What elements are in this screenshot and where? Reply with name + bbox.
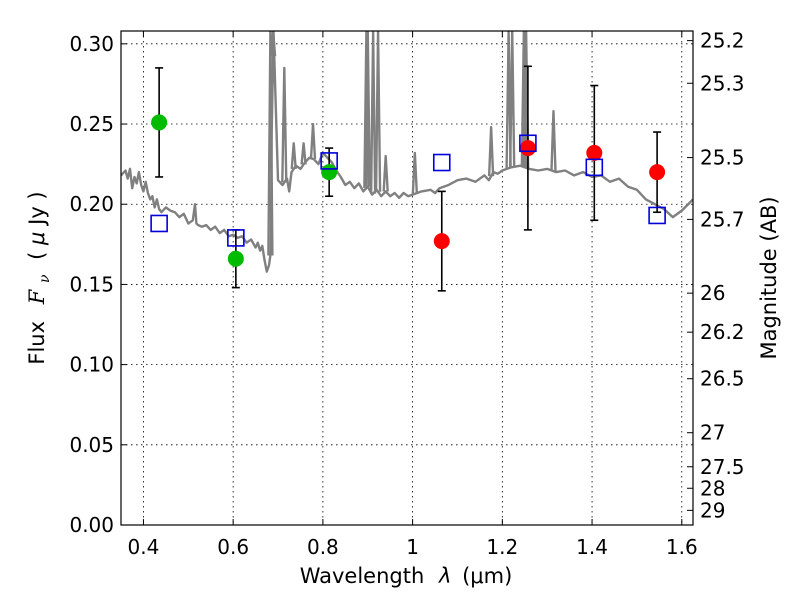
y2-tick-label: 27.5: [700, 455, 745, 479]
spectrum-continuum: [121, 31, 693, 273]
x-axis-title-prefix: Wavelength: [300, 564, 425, 588]
svg-text:Flux F ν (: Flux F ν ( μ Jy ): [25, 191, 54, 364]
plot-frame: [120, 30, 694, 526]
x-tick-label: 1: [406, 535, 419, 559]
data-point: [151, 114, 168, 131]
y2-tick-label: 26.5: [700, 367, 745, 391]
y2-tick-label: 25.5: [700, 146, 745, 170]
data-point: [433, 233, 450, 250]
template-spectrum: [121, 31, 693, 273]
y-tick-label: 0.20: [69, 192, 114, 216]
x-tick-label: 1.2: [486, 535, 518, 559]
y-axis-title-prefix: Flux: [25, 321, 49, 365]
axis-ticks: 0.4 0.6 0.8 1 1.2 1.4 1.6 0.00 0.05 0.10 0.15 0.20 0…: [69, 29, 744, 559]
data-point: [227, 250, 244, 267]
data-point: [321, 164, 338, 181]
y-tick-label: 0.25: [69, 112, 114, 136]
model-point: [227, 229, 245, 247]
emission-line: [281, 66, 288, 183]
y-tick-label: 0.05: [69, 433, 114, 457]
y-axis-title: Flux F ν ( μ Jy ): [25, 191, 54, 364]
y2-tick-label: 27: [700, 421, 725, 445]
emission-line: [382, 154, 389, 192]
data-markers: [150, 114, 666, 267]
y2-tick-label: 28: [700, 476, 725, 500]
y2-tick-label: 25.3: [700, 71, 745, 95]
x-tick-label: 1.6: [666, 535, 698, 559]
emission-line: [269, 31, 277, 57]
x-tick-label: 0.6: [217, 535, 249, 559]
emission-line: [300, 142, 307, 165]
grid: [121, 31, 693, 526]
y2-axis-title-group: Magnitude (AB): [757, 196, 781, 359]
x-tick-label: 0.8: [307, 535, 339, 559]
emission-line: [364, 31, 371, 187]
y-axis-title-subscript: ν: [37, 274, 53, 283]
y2-tick-label: 29: [700, 498, 725, 522]
model-point: [648, 206, 666, 225]
emission-line: [411, 151, 419, 194]
model-point: [585, 158, 604, 177]
data-point: [519, 140, 536, 157]
y-axis-title-open: (: [25, 245, 49, 260]
data-point: [649, 164, 666, 181]
emission-line: [550, 109, 557, 172]
y-tick-label: 0.15: [69, 272, 114, 296]
emission-line: [363, 31, 370, 189]
x-axis-title-symbol: λ: [438, 564, 451, 588]
emission-line: [487, 126, 495, 177]
y-axis-title-mu: μ: [25, 232, 49, 246]
model-point: [519, 134, 537, 153]
y2-tick-label: 25.7: [700, 207, 745, 231]
model-point: [150, 214, 168, 233]
y-tick-label: 0.10: [69, 353, 114, 377]
data-point: [586, 144, 603, 161]
emission-line: [267, 31, 274, 256]
y2-axis-title: Magnitude (AB): [757, 196, 781, 359]
y-axis-title-symbol: F: [25, 288, 49, 305]
y2-tick-label: 26: [700, 281, 725, 305]
model-point: [320, 152, 338, 170]
emission-line: [309, 122, 317, 160]
x-tick-label: 1.4: [576, 535, 608, 559]
emission-line: [369, 31, 377, 194]
y-tick-label: 0.00: [69, 513, 114, 537]
x-axis-title: Wavelength λ (μm): [300, 564, 513, 588]
y-axis-title-unit: Jy ): [25, 191, 49, 227]
x-axis-title-unit: (μm): [462, 564, 512, 588]
y2-tick-label: 25.2: [700, 29, 745, 53]
emission-line: [290, 142, 297, 170]
emission-line: [374, 31, 382, 192]
y-tick-label: 0.30: [69, 32, 114, 56]
x-tick-label: 0.4: [128, 535, 160, 559]
emission-line: [509, 31, 516, 168]
model-point: [432, 153, 451, 172]
y2-tick-label: 26.2: [700, 320, 745, 344]
